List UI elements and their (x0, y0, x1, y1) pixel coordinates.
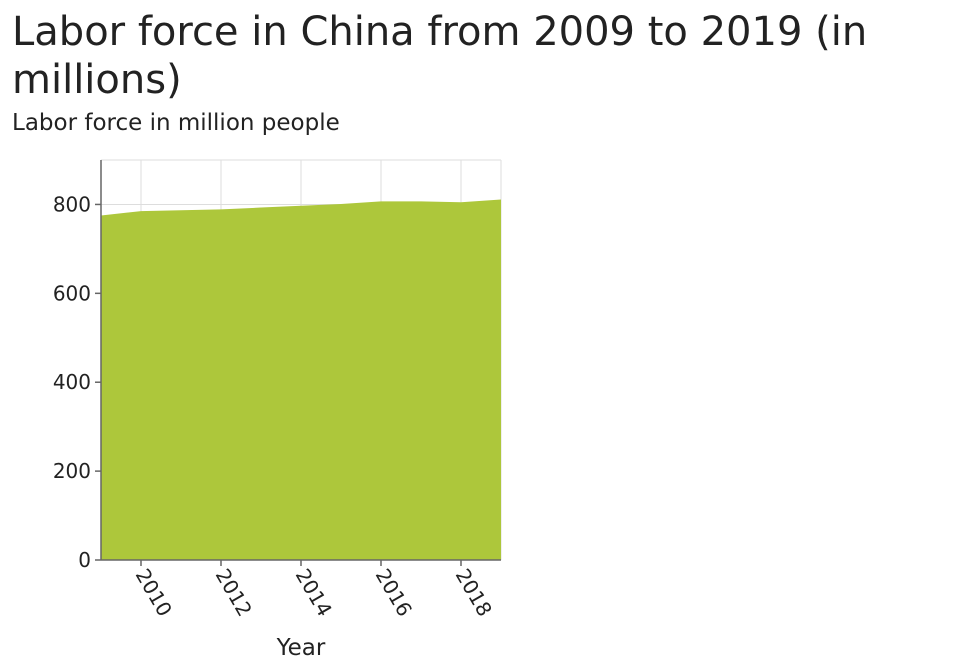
x-tick-label-2018: 2018 (451, 565, 497, 621)
area-series-labor-force (101, 199, 501, 561)
y-tick-label-800: 800 (53, 192, 91, 216)
x-axis-ticks: 2010 2012 2014 2016 2018 (131, 560, 497, 621)
x-axis-label: Year (276, 635, 326, 661)
y-axis-label: Labor force in million people (12, 110, 340, 136)
y-tick-label-0: 0 (78, 548, 91, 572)
y-axis-ticks: 0 200 400 600 800 (53, 192, 101, 572)
x-tick-label-2014: 2014 (291, 565, 337, 621)
y-tick-label-200: 200 (53, 459, 91, 483)
chart-title: Labor force in China from 2009 to 2019 (… (12, 9, 868, 103)
x-tick-label-2012: 2012 (211, 565, 257, 621)
y-tick-label-600: 600 (53, 281, 91, 305)
x-tick-label-2016: 2016 (371, 565, 417, 621)
y-tick-label-400: 400 (53, 370, 91, 394)
x-tick-label-2010: 2010 (131, 565, 177, 621)
